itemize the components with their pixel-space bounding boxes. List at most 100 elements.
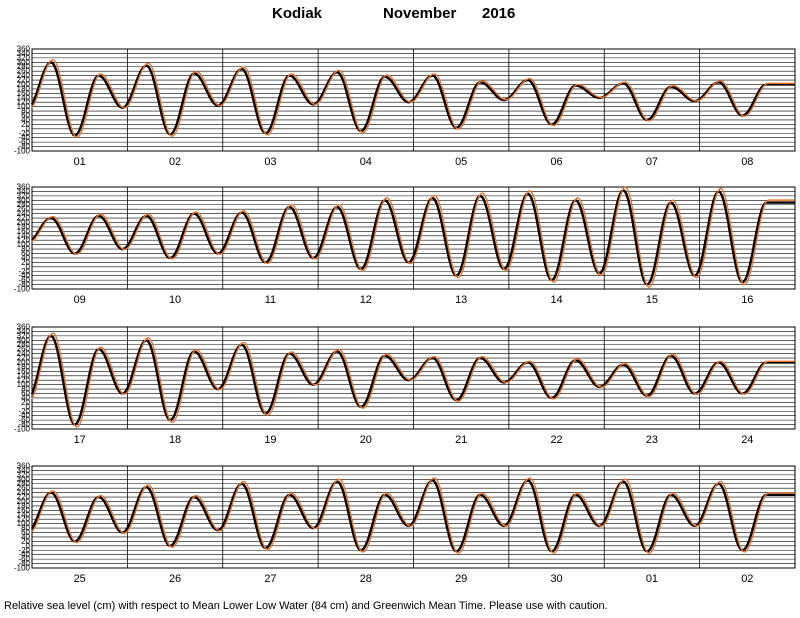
y-tick-label: 60 (21, 249, 30, 258)
day-label: 08 (741, 156, 753, 168)
y-tick-label: 120 (17, 515, 31, 524)
series-observed (30, 61, 795, 137)
y-tick-label: 340 (17, 327, 31, 336)
day-label: 25 (74, 573, 86, 585)
y-tick-label: -40 (18, 550, 30, 559)
y-tick-label: 320 (17, 331, 31, 340)
y-tick-label: 80 (21, 524, 30, 533)
y-tick-label: 80 (21, 245, 30, 254)
y-tick-label: -100 (14, 564, 31, 573)
series-predicted (31, 477, 795, 554)
day-label: 17 (74, 434, 86, 446)
y-tick-label: -60 (18, 138, 30, 147)
y-tick-label: 260 (17, 205, 31, 214)
y-tick-label: -80 (18, 280, 30, 289)
day-label: 19 (264, 434, 276, 446)
series-observed (30, 479, 795, 553)
y-tick-label: 360 (17, 323, 31, 332)
y-tick-label: 40 (21, 532, 30, 541)
y-tick-label: 280 (17, 340, 31, 349)
y-tick-label: -20 (18, 546, 30, 555)
panel-4: 3603403203002802602402202001801601401201… (14, 462, 796, 585)
chart-caption: Relative sea level (cm) with respect to … (4, 600, 608, 612)
series-observed (31, 188, 795, 286)
y-tick-label: 360 (17, 462, 31, 471)
y-tick-label: 260 (17, 67, 31, 76)
y-tick-label: 80 (21, 107, 30, 116)
day-label: 16 (741, 294, 753, 306)
y-tick-label: -20 (18, 129, 30, 138)
y-tick-label: 60 (21, 528, 30, 537)
day-label: 06 (550, 156, 562, 168)
y-tick-label: 280 (17, 479, 31, 488)
day-label: 15 (646, 294, 658, 306)
y-tick-label: 220 (17, 76, 31, 85)
day-label: 04 (360, 156, 372, 168)
y-tick-label: 300 (17, 196, 31, 205)
y-tick-label: 80 (21, 385, 30, 394)
y-tick-label: 120 (17, 236, 31, 245)
y-tick-label: 140 (17, 93, 31, 102)
y-tick-label: 260 (17, 345, 31, 354)
day-label: 10 (169, 294, 181, 306)
day-label: 07 (646, 156, 658, 168)
y-tick-label: 20 (21, 398, 30, 407)
y-tick-label: 0 (26, 262, 31, 271)
day-label: 29 (455, 573, 467, 585)
y-tick-label: 160 (17, 367, 31, 376)
y-tick-label: 300 (17, 58, 31, 67)
y-tick-label: 40 (21, 253, 30, 262)
day-label: 01 (74, 156, 86, 168)
y-tick-label: 140 (17, 510, 31, 519)
y-tick-label: 140 (17, 231, 31, 240)
day-label: 05 (455, 156, 467, 168)
day-label: 12 (360, 294, 372, 306)
y-tick-label: -80 (18, 420, 30, 429)
y-tick-label: 360 (17, 45, 31, 54)
series-predicted (31, 186, 795, 288)
day-label: 02 (169, 156, 181, 168)
panel-2: 3603403203002802602402202001801601401201… (14, 183, 796, 306)
y-tick-label: 260 (17, 484, 31, 493)
y-tick-label: -100 (14, 425, 31, 434)
y-tick-label: 200 (17, 218, 31, 227)
y-tick-label: -60 (18, 555, 30, 564)
day-label: 01 (646, 573, 658, 585)
y-tick-label: 160 (17, 89, 31, 98)
day-label: 14 (550, 294, 562, 306)
y-tick-label: 220 (17, 493, 31, 502)
y-tick-label: 340 (17, 187, 31, 196)
y-tick-label: 0 (26, 124, 31, 133)
y-tick-label: -40 (18, 271, 30, 280)
y-tick-label: -40 (18, 133, 30, 142)
y-tick-label: 20 (21, 537, 30, 546)
day-label: 24 (741, 434, 753, 446)
y-tick-label: -20 (18, 267, 30, 276)
day-label: 23 (646, 434, 658, 446)
y-tick-label: 0 (26, 402, 31, 411)
chart-title-station: Kodiak (272, 5, 323, 22)
y-tick-label: -80 (18, 142, 30, 151)
y-tick-label: -100 (14, 147, 31, 156)
day-label: 13 (455, 294, 467, 306)
day-label: 11 (265, 294, 276, 306)
plot-frame (31, 326, 796, 430)
day-label: 28 (360, 573, 372, 585)
y-tick-label: 240 (17, 349, 31, 358)
y-tick-label: 160 (17, 227, 31, 236)
y-tick-label: 340 (17, 466, 31, 475)
day-label: 27 (264, 573, 276, 585)
y-tick-label: 40 (21, 115, 30, 124)
day-label: 03 (264, 156, 276, 168)
plot-frame (31, 186, 796, 290)
y-tick-label: 20 (21, 258, 30, 267)
y-tick-label: 340 (17, 49, 31, 58)
y-tick-label: -40 (18, 411, 30, 420)
y-tick-label: 240 (17, 488, 31, 497)
panel-1: 3603403203002802602402202001801601401201… (14, 45, 796, 168)
y-tick-label: -60 (18, 276, 30, 285)
day-label: 20 (360, 434, 372, 446)
y-tick-label: 60 (21, 389, 30, 398)
y-tick-label: 20 (21, 120, 30, 129)
